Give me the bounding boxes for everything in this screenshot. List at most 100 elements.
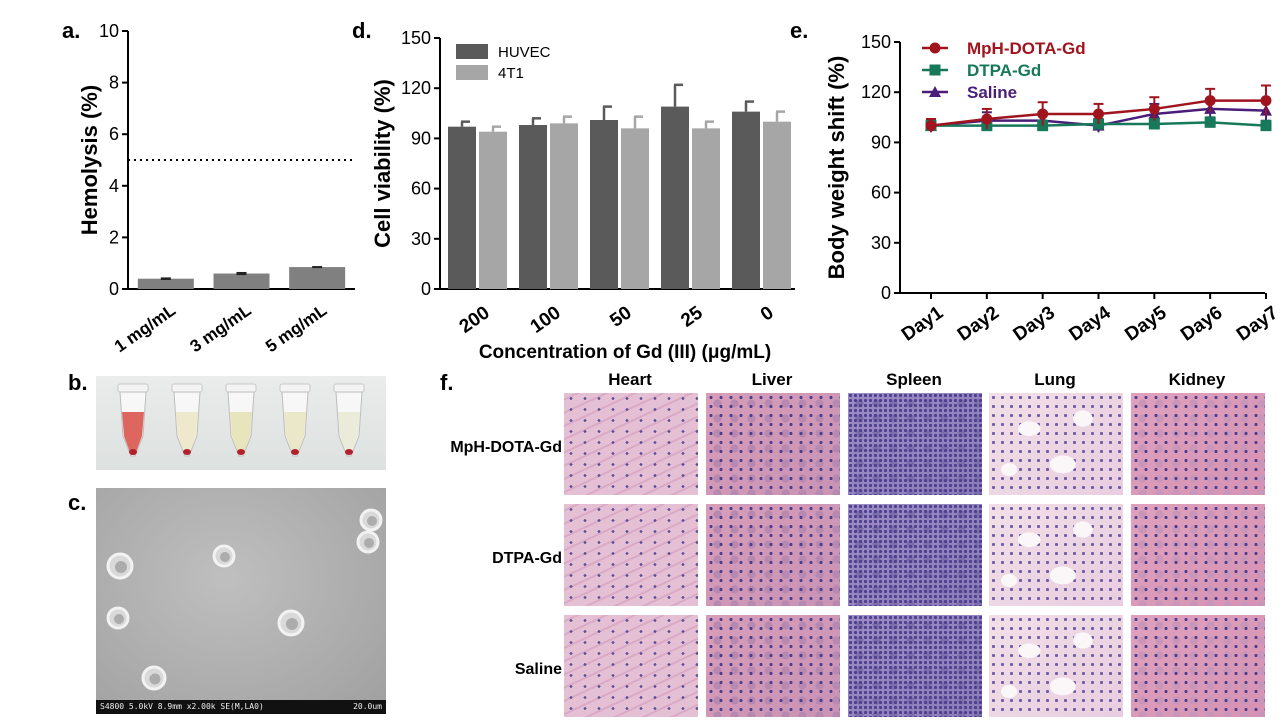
sem-info-bar: S4800 5.0kV 8.9mm x2.00k SE(M,LA0) 20.0u… (96, 700, 386, 714)
y-tick-label: 150 (861, 32, 891, 52)
bar (213, 273, 270, 289)
tube-liquid (176, 412, 198, 455)
organ-label: Heart (608, 370, 652, 389)
x-tick-label: 200 (456, 302, 494, 337)
x-tick-label: 3 mg/mL (187, 301, 255, 357)
group-label: Saline (514, 661, 562, 678)
legend-label: MpH-DOTA-Gd (967, 39, 1086, 58)
tube-liquid (338, 412, 360, 455)
y-tick-label: 120 (861, 82, 891, 102)
point (1148, 103, 1160, 115)
y-tick-label: 4 (109, 176, 119, 196)
tube-cap (117, 383, 149, 393)
y-axis-label: Body weight shift (%) (824, 56, 849, 280)
y-tick-label: 0 (881, 283, 891, 303)
histology-tile (1131, 393, 1265, 495)
organ-label: Spleen (886, 370, 942, 389)
y-tick-label: 10 (99, 21, 119, 41)
panel-label-c: c. (68, 490, 87, 515)
organ-label: Liver (751, 370, 793, 389)
cell-center (115, 561, 127, 573)
organ-label: Kidney (1168, 370, 1226, 389)
legend-marker (929, 64, 941, 76)
legend-label: 4T1 (498, 65, 524, 82)
cell-center (367, 516, 377, 526)
legend-label: HUVEC (498, 44, 551, 61)
tube (333, 383, 365, 457)
x-tick-label: Day4 (1065, 302, 1115, 346)
x-tick-label: Day5 (1121, 302, 1171, 346)
group-label: MpH-DOTA-Gd (450, 439, 562, 456)
y-tick-label: 0 (109, 279, 119, 299)
x-tick-label: 25 (677, 302, 707, 332)
panel-label-d: d. (352, 18, 372, 43)
point (981, 113, 993, 125)
y-tick-label: 2 (109, 227, 119, 247)
tube-liquid (230, 412, 252, 455)
tube (171, 383, 203, 457)
y-tick-label: 60 (871, 183, 891, 203)
bar-huvec (448, 126, 476, 289)
x-tick-label: Day6 (1177, 302, 1226, 345)
point (1204, 95, 1216, 107)
y-tick-label: 150 (401, 28, 431, 48)
tube-liquid (122, 412, 144, 455)
y-tick-label: 6 (109, 124, 119, 144)
sem-info-text: S4800 5.0kV 8.9mm x2.00k SE(M,LA0) (100, 702, 264, 711)
bar (137, 278, 194, 289)
point (925, 120, 937, 132)
y-tick-label: 30 (411, 229, 431, 249)
error-bar (160, 277, 171, 280)
cell-center (220, 552, 230, 562)
x-tick-label: Day1 (898, 302, 948, 346)
bar-huvec (519, 125, 547, 289)
histology-tile (1131, 615, 1265, 717)
cell-center (114, 614, 124, 624)
chart-e-body-weight: 0 30 60 90 120 150 Body weight shift (%) Day1 Da… (824, 32, 1275, 346)
x-axis-label: Concentration of Gd (III) (μg/mL) (479, 342, 771, 363)
x-tick-label: Day7 (1233, 302, 1275, 345)
histology-tile (989, 615, 1123, 717)
tube-pellet (129, 449, 137, 455)
y-tick-label: 120 (401, 78, 431, 98)
histology-tile (848, 393, 982, 495)
cell-center (364, 538, 374, 548)
bar (289, 267, 346, 289)
y-tick-label: 90 (871, 132, 891, 152)
group-label: DTPA-Gd (492, 550, 562, 567)
point (1260, 120, 1272, 132)
point (1093, 108, 1104, 120)
error-bar (312, 266, 323, 269)
sem-image: S4800 5.0kV 8.9mm x2.00k SE(M,LA0) 20.0u… (96, 488, 386, 714)
legend-swatch (456, 65, 488, 80)
panel-label-f: f. (440, 370, 454, 395)
cell-center (149, 673, 161, 685)
point (1260, 95, 1272, 107)
bar-huvec (732, 111, 760, 289)
tube-cap (279, 383, 311, 393)
histology-tile (1131, 504, 1265, 606)
organ-label: Lung (1034, 370, 1076, 389)
y-axis-label: Cell viability (%) (370, 79, 395, 248)
point (1148, 118, 1160, 130)
histology-tile (706, 393, 840, 495)
panel-label-a: a. (62, 18, 81, 43)
tubes-photo (96, 376, 386, 470)
panel-label-e: e. (790, 18, 809, 43)
tube-pellet (237, 449, 245, 455)
sem-cells (106, 508, 383, 691)
bar-huvec (661, 106, 689, 290)
y-tick-label: 8 (109, 73, 119, 93)
cell-center (286, 618, 298, 630)
sem-scale-text: 20.0um (353, 702, 382, 711)
tube-cap (333, 383, 365, 393)
bar-4t1 (621, 128, 649, 289)
x-tick-label: 5 mg/mL (262, 301, 330, 357)
histology-tile (564, 615, 698, 717)
legend-swatch (456, 44, 488, 59)
y-tick-label: 30 (871, 233, 891, 253)
chart-d-cell-viability: 0 30 60 90 120 150 Cell viability (%) 200 100 50 2… (370, 28, 795, 363)
bar-4t1 (763, 121, 791, 290)
histology-tile (564, 393, 698, 495)
tube (225, 383, 257, 457)
